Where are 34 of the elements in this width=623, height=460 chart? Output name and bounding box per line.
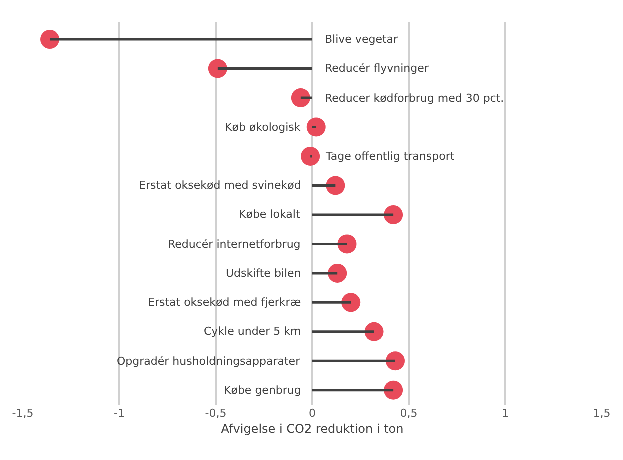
x-tick-label: -0,5 <box>205 407 227 420</box>
y-tick-label: Blive vegetar <box>325 33 399 46</box>
point <box>306 118 326 137</box>
x-tick-label: 0 <box>309 407 316 420</box>
point <box>40 30 60 50</box>
x-axis-title: Afvigelse i CO2 reduktion i ton <box>221 422 404 436</box>
y-tick-label: Erstat oksekød med svinekød <box>139 179 302 192</box>
y-tick-label: Købe genbrug <box>224 384 302 397</box>
point <box>386 352 405 371</box>
point <box>328 264 348 283</box>
y-tick-label: Tage offentlig transport <box>325 150 456 163</box>
y-tick-label: Erstat oksekød med fjerkræ <box>148 296 302 309</box>
point <box>208 59 228 78</box>
y-tick-label: Køb økologisk <box>225 121 302 134</box>
x-tick-label: 1,5 <box>593 407 611 420</box>
y-tick-label: Cykle under 5 km <box>204 325 302 338</box>
y-tick-label: Købe lokalt <box>239 208 301 221</box>
y-tick-label: Udskifte bilen <box>226 267 302 280</box>
x-tick-label: 0,5 <box>400 407 418 420</box>
point <box>326 176 346 196</box>
point <box>342 293 361 312</box>
x-tick-label: -1 <box>114 407 125 420</box>
y-tick-label: Reducér flyvninger <box>325 62 430 75</box>
x-tick-label: -1,5 <box>12 407 34 420</box>
point <box>364 322 384 342</box>
point <box>301 146 320 166</box>
point <box>384 380 404 400</box>
x-tick-label: 1 <box>502 407 509 420</box>
y-tick-label: Reducér internetforbrug <box>168 238 301 251</box>
y-tick-label: Reducer kødforbrug med 30 pct. <box>325 92 504 105</box>
y-tick-label: Opgradér husholdningsapparater <box>117 355 301 368</box>
point <box>384 205 404 224</box>
point <box>338 234 357 254</box>
point <box>291 88 310 108</box>
